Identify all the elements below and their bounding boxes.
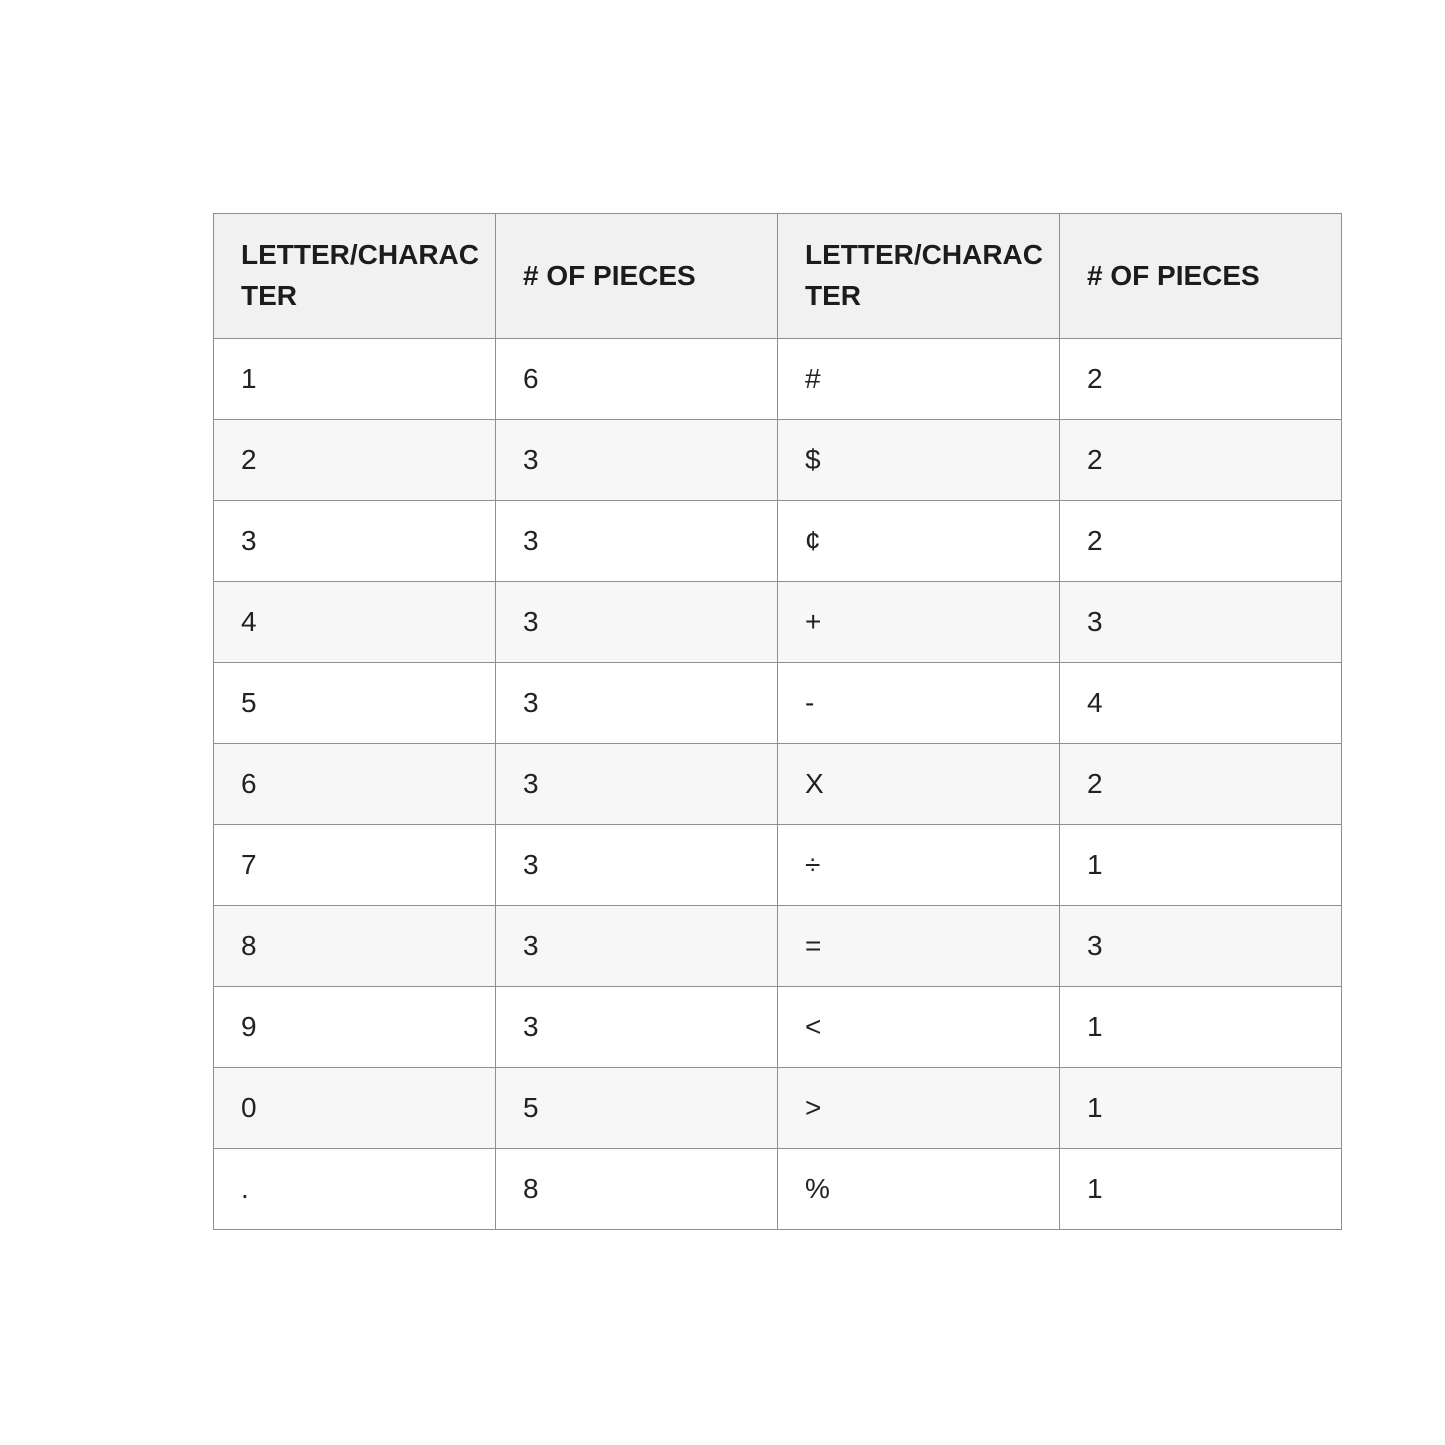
header-num-pieces-left: # OF PIECES: [495, 213, 778, 339]
table-cell: 3: [495, 500, 778, 582]
table-cell: -: [777, 662, 1060, 744]
table-cell: 3: [495, 581, 778, 663]
table-cell: 8: [495, 1148, 778, 1230]
table-row: 9 3 <1: [213, 986, 1342, 1068]
table-row: 3 3 ¢ 2: [213, 500, 1342, 582]
table-cell: 2: [213, 419, 496, 501]
table-cell: 1: [213, 338, 496, 420]
table-cell: %: [777, 1148, 1060, 1230]
table-cell: 1: [1059, 986, 1342, 1068]
table-cell: 8: [213, 905, 496, 987]
table-row: 1 6 #2: [213, 338, 1342, 420]
header-num-pieces-right: # OF PIECES: [1059, 213, 1342, 339]
pieces-table: LETTER/CHARACTER # OF PIECES LETTER/CHAR…: [213, 213, 1342, 1230]
table-row: 8 3 = 3: [213, 905, 1342, 987]
table-cell: ÷: [777, 824, 1060, 906]
header-row: LETTER/CHARACTER # OF PIECES LETTER/CHAR…: [213, 213, 1342, 339]
pieces-table-container: LETTER/CHARACTER # OF PIECES LETTER/CHAR…: [213, 213, 1342, 1230]
table-row: . 8% 1: [213, 1148, 1342, 1230]
table-cell: 2: [1059, 500, 1342, 582]
table-cell: =: [777, 905, 1060, 987]
table-cell: 0: [213, 1067, 496, 1149]
table-cell: ¢: [777, 500, 1060, 582]
table-cell: $: [777, 419, 1060, 501]
table-cell: 3: [495, 419, 778, 501]
table-cell: #: [777, 338, 1060, 420]
table-cell: 2: [1059, 419, 1342, 501]
table-cell: 3: [495, 905, 778, 987]
header-letter-character-left: LETTER/CHARACTER: [213, 213, 496, 339]
table-cell: X: [777, 743, 1060, 825]
table-cell: 5: [495, 1067, 778, 1149]
table-cell: .: [213, 1148, 496, 1230]
table-cell: 9: [213, 986, 496, 1068]
header-letter-character-right: LETTER/CHARACTER: [777, 213, 1060, 339]
table-cell: 3: [1059, 581, 1342, 663]
table-cell: 1: [1059, 824, 1342, 906]
table-cell: 2: [1059, 338, 1342, 420]
table-cell: 7: [213, 824, 496, 906]
table-cell: 3: [495, 743, 778, 825]
table-cell: 3: [495, 986, 778, 1068]
table-header: LETTER/CHARACTER # OF PIECES LETTER/CHAR…: [213, 213, 1342, 339]
table-cell: 6: [213, 743, 496, 825]
table-cell: 3: [495, 662, 778, 744]
table-cell: <: [777, 986, 1060, 1068]
table-cell: 4: [1059, 662, 1342, 744]
table-row: 0 5 >1: [213, 1067, 1342, 1149]
table-body: 1 6 #2 2 3 $2 3 3 ¢ 2 4 3 +3 5 3-4 6 3 X 2 7 3 ÷ 1 8 3 = 3 9 3 <1 0 5 >1…: [213, 338, 1342, 1230]
table-cell: 3: [495, 824, 778, 906]
table-cell: 3: [1059, 905, 1342, 987]
table-cell: >: [777, 1067, 1060, 1149]
table-cell: 5: [213, 662, 496, 744]
table-cell: 3: [213, 500, 496, 582]
table-cell: 6: [495, 338, 778, 420]
table-cell: 4: [213, 581, 496, 663]
table-row: 2 3 $2: [213, 419, 1342, 501]
table-row: 4 3 +3: [213, 581, 1342, 663]
table-cell: +: [777, 581, 1060, 663]
table-cell: 2: [1059, 743, 1342, 825]
table-cell: 1: [1059, 1067, 1342, 1149]
table-row: 7 3 ÷ 1: [213, 824, 1342, 906]
table-cell: 1: [1059, 1148, 1342, 1230]
